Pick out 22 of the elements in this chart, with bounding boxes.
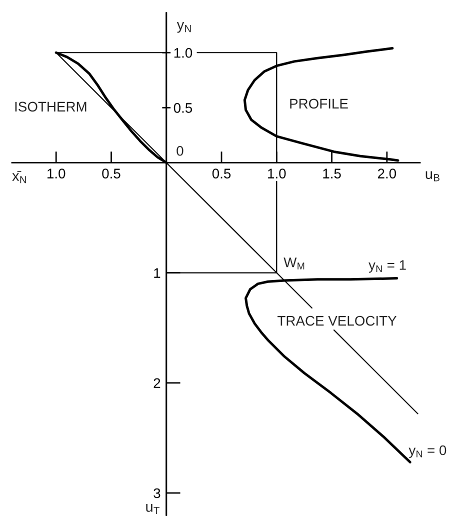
y-tick-label: 1: [154, 268, 160, 278]
y-tick-label: 3: [154, 488, 160, 498]
annotation: TRACE VELOCITY: [278, 316, 397, 326]
x-tick-label: 1.0: [48, 168, 66, 178]
x-axis-title: u$_{B}$: [426, 171, 440, 182]
x-tick-label: 0.5: [212, 168, 231, 178]
x-tick-label: 1.5: [323, 168, 341, 178]
annotation: PROFILE: [290, 98, 348, 109]
y2-tick-label: 1.0: [174, 48, 192, 58]
annotation: 0: [176, 146, 184, 156]
annotation: y$_{N}$ = 0: [408, 445, 446, 458]
x-tick-label: 2.0: [378, 168, 396, 178]
annotation: x̄$_{N}$: [12, 171, 26, 184]
y2-axis-title: y$_{N}$: [176, 22, 191, 33]
y-tick-label: 2: [154, 378, 160, 388]
y2-tick-label: 0.5: [174, 103, 192, 113]
x-tick-label: 0.5: [102, 168, 120, 178]
y-axis-title: u$_{T}$: [146, 504, 160, 514]
annotation: y$_{N}$ = 1: [368, 260, 406, 273]
annotation: W$_{M}$: [284, 258, 304, 270]
annotation: ISOTHERM: [15, 102, 86, 112]
x-tick-label: 1.0: [268, 168, 286, 178]
